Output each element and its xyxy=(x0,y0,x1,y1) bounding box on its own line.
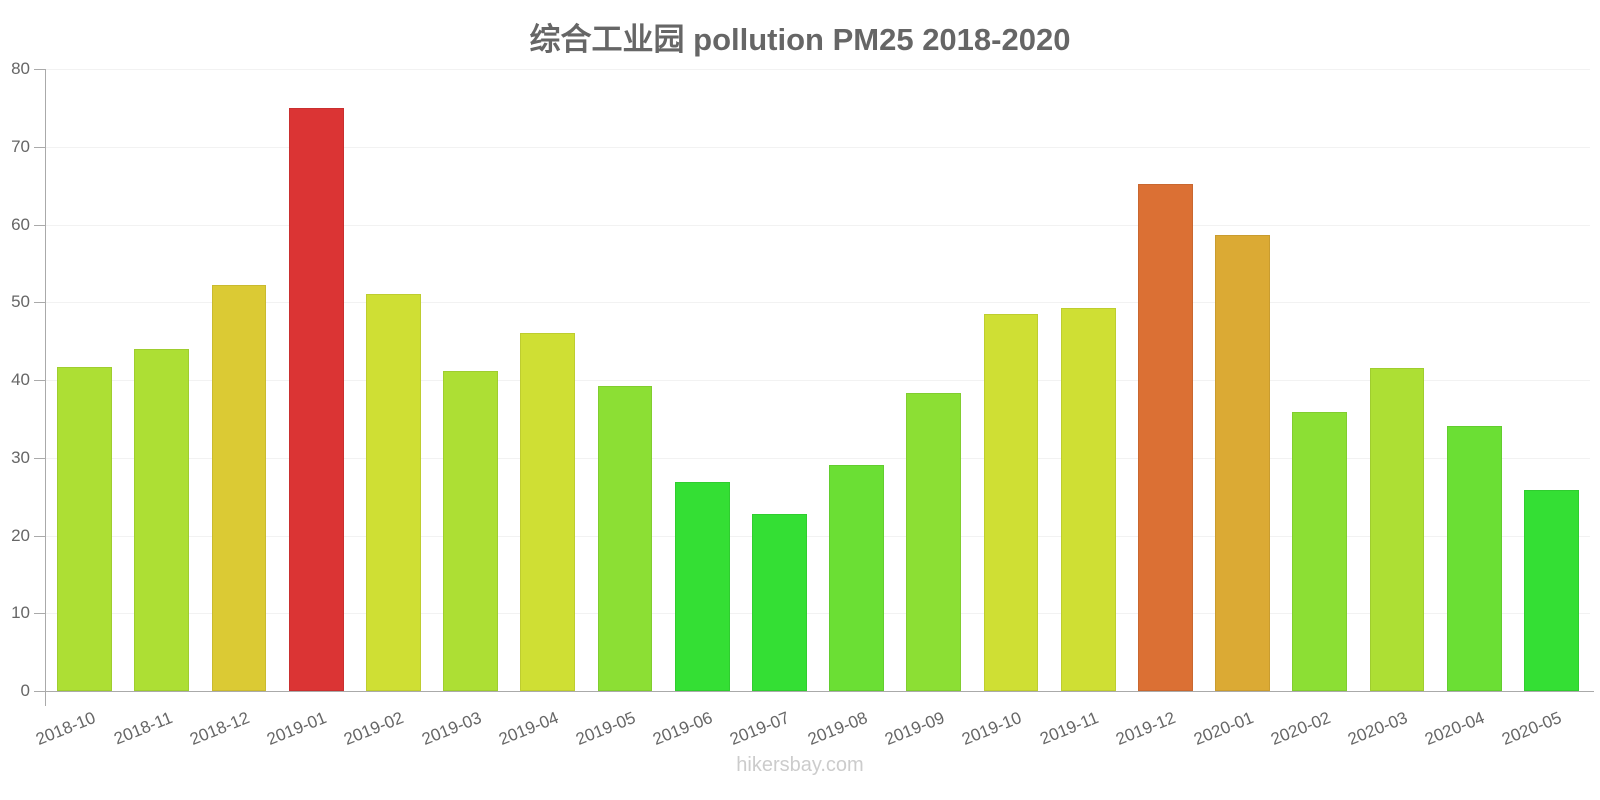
y-axis-line xyxy=(45,69,46,706)
y-tick-mark xyxy=(34,146,46,148)
y-tick-label: 60 xyxy=(11,214,30,234)
x-tick-label: 2018-10 xyxy=(32,708,98,749)
x-axis-line xyxy=(34,691,1594,692)
x-tick-label: 2019-04 xyxy=(495,708,561,749)
gridline xyxy=(46,146,1590,148)
x-tick-label: 2018-12 xyxy=(187,708,253,749)
x-tick-label: 2020-02 xyxy=(1267,708,1333,749)
x-tick-label: 2019-09 xyxy=(881,708,947,749)
y-tick-mark xyxy=(34,224,46,226)
y-tick-label: 0 xyxy=(20,681,30,700)
plot-area xyxy=(46,69,1590,691)
watermark: hikersbay.com xyxy=(736,754,864,776)
x-tick-label: 2019-06 xyxy=(650,708,716,749)
y-tick-mark xyxy=(34,535,46,537)
x-tick-label: 2019-12 xyxy=(1113,708,1179,749)
x-tick-label: 2020-03 xyxy=(1345,708,1411,749)
gridline xyxy=(46,69,1590,70)
bar-2020-05[interactable] xyxy=(1523,489,1579,691)
bar-2018-12[interactable] xyxy=(211,285,267,691)
y-tick-label: 40 xyxy=(11,370,30,389)
y-tick-mark xyxy=(34,69,46,70)
bar-2019-05[interactable] xyxy=(597,386,653,691)
x-tick-label: 2020-01 xyxy=(1190,708,1256,749)
bar-2020-03[interactable] xyxy=(1369,368,1425,691)
x-tick-label: 2020-04 xyxy=(1422,708,1488,749)
x-tick-label: 2019-01 xyxy=(264,708,330,749)
x-tick-label: 2019-02 xyxy=(341,708,407,749)
bar-2020-01[interactable] xyxy=(1215,235,1270,691)
y-tick-mark xyxy=(34,457,46,459)
gridline xyxy=(46,224,1590,226)
bar-2019-04[interactable] xyxy=(520,333,576,691)
bar-2019-12[interactable] xyxy=(1137,184,1193,691)
bar-2019-02[interactable] xyxy=(365,293,421,691)
gridline xyxy=(46,302,1590,304)
gridline xyxy=(46,457,1590,459)
bar-2019-06[interactable] xyxy=(674,481,730,691)
bar-2019-11[interactable] xyxy=(1060,307,1116,691)
y-tick-label: 10 xyxy=(11,603,30,623)
y-tick-mark xyxy=(34,613,46,615)
chart-title: 综合工业园 pollution PM25 2018-2020 xyxy=(529,22,1071,57)
gridline xyxy=(46,613,1590,615)
y-tick-label: 30 xyxy=(11,447,30,467)
bar-2018-10[interactable] xyxy=(57,366,112,691)
x-tick-label: 2019-08 xyxy=(804,708,870,749)
x-tick-label: 2020-05 xyxy=(1499,708,1565,749)
x-tick-label: 2019-03 xyxy=(418,708,484,749)
bar-2019-01[interactable] xyxy=(288,107,344,691)
y-tick-label: 70 xyxy=(11,136,30,156)
x-tick-label: 2018-11 xyxy=(111,708,175,749)
y-tick-label: 20 xyxy=(11,525,30,545)
bar-2020-04[interactable] xyxy=(1446,425,1502,691)
x-tick-label: 2019-10 xyxy=(959,708,1025,749)
bar-2019-08[interactable] xyxy=(829,464,884,691)
x-tick-label: 2019-07 xyxy=(727,708,793,749)
gridline xyxy=(46,380,1590,381)
bar-2018-11[interactable] xyxy=(134,348,190,691)
bar-2019-10[interactable] xyxy=(983,313,1039,691)
y-tick-mark xyxy=(34,302,46,304)
bar-2019-07[interactable] xyxy=(751,513,807,691)
y-tick-mark xyxy=(34,380,46,381)
y-tick-label: 80 xyxy=(11,59,30,78)
bar-2019-03[interactable] xyxy=(443,370,498,691)
x-tick-label: 2019-11 xyxy=(1037,708,1102,749)
bar-2019-09[interactable] xyxy=(906,393,962,691)
x-tick-label: 2019-05 xyxy=(573,708,639,749)
gridline xyxy=(46,535,1590,537)
y-tick-label: 50 xyxy=(11,292,30,312)
bar-2020-02[interactable] xyxy=(1292,411,1348,691)
